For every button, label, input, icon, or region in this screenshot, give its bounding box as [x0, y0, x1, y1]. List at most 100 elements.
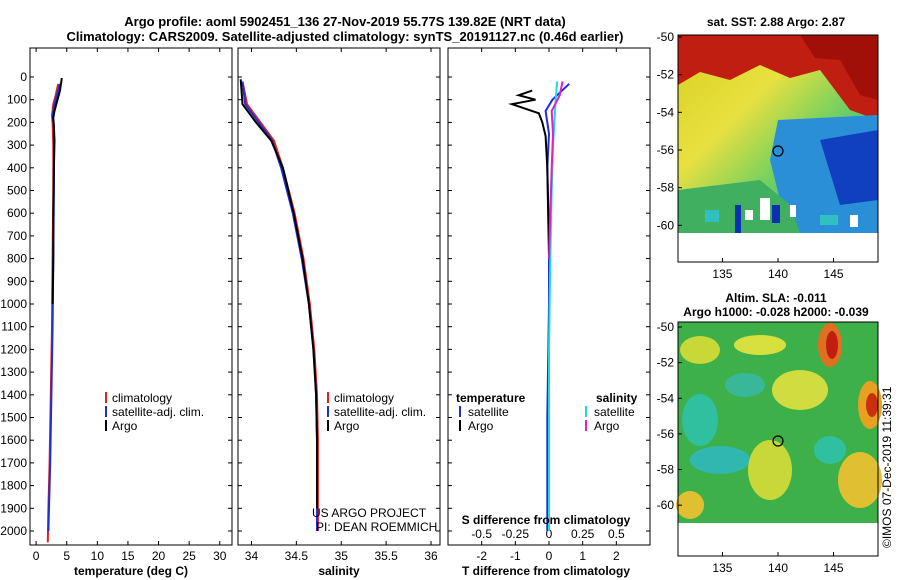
depth-tick-label: 1900 [0, 501, 27, 515]
t-difference-label: T difference from climatology [462, 564, 630, 578]
legend-s-satellite: satellite [594, 405, 635, 419]
figure-title-line1: Argo profile: aoml 5902451_136 27-Nov-20… [124, 14, 566, 29]
figure-title-line2: Climatology: CARS2009. Satellite-adjuste… [66, 29, 623, 44]
x-tick-label: -2 [476, 549, 487, 563]
salinity-x-label: salinity [318, 564, 360, 578]
s-tick-label: 0 [546, 527, 553, 541]
lon-tick-label: 140 [768, 267, 788, 281]
temperature-legend: climatology satellite-adj. clim. Argo [105, 391, 204, 433]
float-location-marker [772, 145, 784, 157]
legend-s-argo: Argo [594, 419, 620, 433]
sst-map: sat. SST: 2.88 Argo: 2.87 -50 -52 -54 -56 -5… [657, 15, 879, 281]
salinity-x-axis: 34 34.5 35 35.5 36 [245, 48, 438, 563]
s-tick-label: 0.25 [571, 527, 595, 541]
depth-tick-label: 200 [7, 115, 27, 129]
depth-tick-label: 1000 [0, 297, 27, 311]
sst-map-axes: -50 -52 -54 -56 -58 -60 135 140 145 [657, 30, 844, 281]
depth-tick-label: 1800 [0, 479, 27, 493]
lat-tick-label: -58 [657, 463, 675, 477]
depth-tick-label: 1700 [0, 456, 27, 470]
difference-panel: -2 -1 0 1 2 -0.5 -0.25 0 0.25 0.5 S difference f… [447, 47, 651, 578]
lat-tick-label: -54 [657, 105, 675, 119]
x-tick-label: 36 [424, 549, 438, 563]
lat-tick-label: -50 [657, 320, 675, 334]
sst-map-image [678, 35, 878, 233]
lon-tick-label: 135 [712, 267, 732, 281]
x-tick-label: 25 [182, 549, 196, 563]
x-tick-label: 10 [91, 549, 105, 563]
x-tick-label: 0 [546, 549, 553, 563]
depth-tick-label: 1500 [0, 411, 27, 425]
x-tick-label: 15 [121, 549, 135, 563]
x-tick-label: 0 [33, 549, 40, 563]
salinity-legend: climatology satellite-adj. clim. Argo [327, 391, 426, 433]
legend-salinity-title: salinity [596, 391, 638, 405]
salinity-panel: 34 34.5 35 35.5 36 salinity climatology sate… [237, 47, 441, 578]
lat-tick-label: -58 [657, 181, 675, 195]
depth-tick-label: 500 [7, 184, 27, 198]
x-tick-label: 34.5 [285, 549, 309, 563]
depth-tick-label: 1600 [0, 433, 27, 447]
sla-map: Altim. SLA: -0.011 Argo h1000: -0.028 h2… [657, 291, 882, 575]
legend-t-argo: Argo [468, 419, 494, 433]
x-tick-label: 1 [579, 549, 586, 563]
series-line-argo [51, 77, 63, 305]
legend-satellite: satellite-adj. clim. [112, 405, 204, 419]
s-tick-label: 0.5 [608, 527, 625, 541]
x-tick-label: 30 [213, 549, 227, 563]
series-line-argo [239, 79, 318, 509]
temperature-series [46, 77, 63, 543]
project-annotation: US ARGO PROJECT [312, 506, 427, 520]
legend-argo: Argo [334, 419, 360, 433]
temperature-panel: 0100200300400500600700800900100011001200… [0, 47, 233, 578]
series-line-t-argo [508, 89, 550, 259]
depth-tick-label: 600 [7, 206, 27, 220]
sla-map-subtitle: Argo h1000: -0.028 h2000: -0.039 [683, 305, 869, 319]
x-tick-label: 5 [63, 549, 70, 563]
lat-tick-label: -56 [657, 427, 675, 441]
legend-climatology: climatology [112, 391, 172, 405]
legend-temperature-title: temperature [456, 391, 526, 405]
s-tick-label: -0.5 [471, 527, 492, 541]
lat-tick-label: -54 [657, 391, 675, 405]
imos-credit: ©IMOS 07-Dec-2019 11:39:31 [880, 386, 894, 548]
lon-tick-label: 145 [824, 267, 844, 281]
depth-tick-label: 2000 [0, 524, 27, 538]
series-line-satellite-adj-clim- [241, 81, 318, 531]
salinity-y-ticks [238, 76, 440, 532]
lat-tick-label: -52 [657, 68, 675, 82]
series-line-climatology [241, 81, 319, 531]
depth-tick-label: 1100 [1, 320, 27, 334]
x-tick-label: 35 [335, 549, 349, 563]
difference-series [508, 81, 570, 531]
depth-tick-label: 900 [7, 274, 27, 288]
x-tick-label: 35.5 [374, 549, 398, 563]
series-line-s-argo [548, 81, 564, 259]
lon-tick-label: 135 [712, 561, 732, 575]
difference-legend: temperature satellite Argo salinity sate… [456, 391, 638, 433]
lat-tick-label: -50 [657, 30, 675, 44]
legend-t-satellite: satellite [468, 405, 509, 419]
lon-tick-label: 145 [824, 561, 844, 575]
sst-map-title: sat. SST: 2.88 Argo: 2.87 [707, 15, 846, 29]
depth-tick-label: 0 [20, 70, 27, 84]
sla-map-axes: -50 -52 -54 -56 -58 -60 135 140 145 [657, 320, 844, 575]
s-tick-label: -0.25 [502, 527, 530, 541]
difference-y-ticks [448, 76, 650, 532]
s-difference-label: S difference from climatology [462, 513, 631, 527]
depth-axis: 0 100 200 300 400 500 600 700 800 900 1000 1100 1200… [0, 70, 232, 538]
difference-x-axis: -2 -1 0 1 2 [476, 48, 620, 563]
depth-tick-label: 1200 [0, 342, 27, 356]
legend-climatology: climatology [334, 391, 394, 405]
salinity-difference-axis: -0.5 -0.25 0 0.25 0.5 [471, 527, 625, 541]
lat-tick-label: -60 [657, 498, 675, 512]
temperature-x-axis: 0 5 10 15 20 25 30 [33, 48, 227, 563]
x-tick-label: 2 [613, 549, 620, 563]
depth-tick-label: 400 [7, 161, 27, 175]
sla-map-title: Altim. SLA: -0.011 [725, 291, 827, 305]
pi-annotation: PI: DEAN ROEMMICH [316, 520, 437, 534]
lat-tick-label: -56 [657, 143, 675, 157]
lon-tick-label: 140 [768, 561, 788, 575]
depth-tick-label: 300 [7, 138, 27, 152]
